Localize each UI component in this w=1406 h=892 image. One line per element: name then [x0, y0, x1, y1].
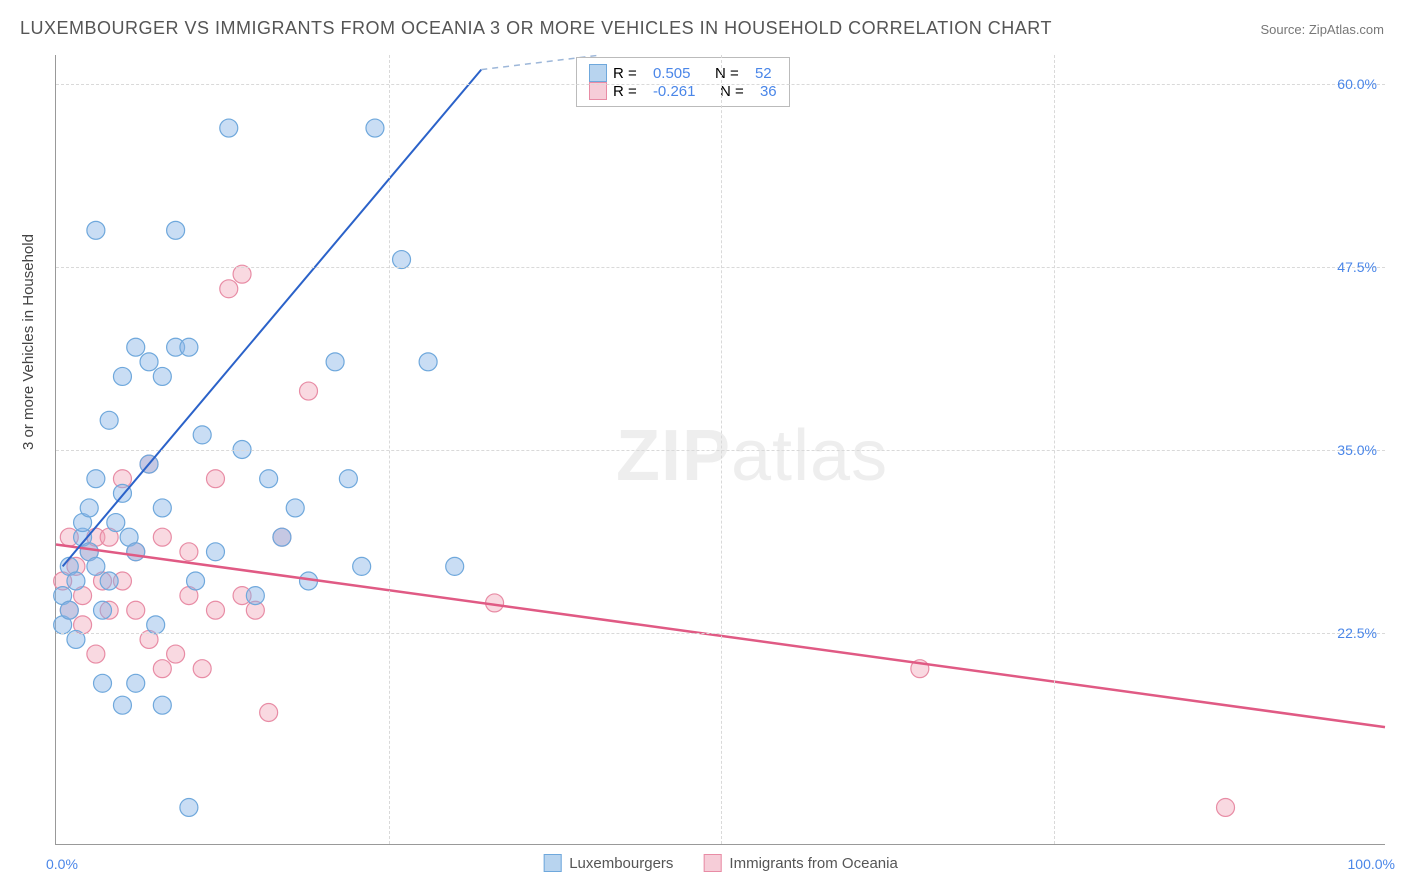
- correlation-legend: R = 0.505 N = 52 R = -0.261 N = 36: [576, 57, 790, 107]
- r-value-1: 0.505: [653, 65, 691, 82]
- swatch-luxembourgers: [589, 64, 607, 82]
- chart-title: LUXEMBOURGER VS IMMIGRANTS FROM OCEANIA …: [20, 18, 1052, 39]
- n-value-1: 52: [755, 65, 772, 82]
- v-gridline: [389, 55, 390, 844]
- source-name: ZipAtlas.com: [1309, 22, 1384, 37]
- chart-plot-area: ZIPatlas R = 0.505 N = 52 R = -0.261 N =…: [55, 55, 1385, 845]
- source-attribution: Source: ZipAtlas.com: [1260, 22, 1384, 37]
- y-tick-label: 60.0%: [1337, 76, 1377, 92]
- bottom-legend-label-1: Luxembourgers: [569, 855, 673, 872]
- x-tick-right: 100.0%: [1348, 856, 1395, 872]
- r-label-1: R =: [613, 65, 637, 82]
- source-prefix: Source:: [1260, 22, 1308, 37]
- bottom-swatch-2: [703, 854, 721, 872]
- v-gridline: [721, 55, 722, 844]
- y-tick-label: 47.5%: [1337, 259, 1377, 275]
- bottom-legend: Luxembourgers Immigrants from Oceania: [543, 854, 898, 872]
- legend-row-1: R = 0.505 N = 52: [589, 64, 777, 82]
- y-tick-label: 22.5%: [1337, 625, 1377, 641]
- v-gridline: [1054, 55, 1055, 844]
- y-axis-title: 3 or more Vehicles in Household: [20, 234, 37, 450]
- bottom-legend-item-2: Immigrants from Oceania: [703, 854, 897, 872]
- n-label-1: N =: [715, 65, 739, 82]
- bottom-legend-label-2: Immigrants from Oceania: [729, 855, 897, 872]
- bottom-swatch-1: [543, 854, 561, 872]
- x-tick-left: 0.0%: [46, 856, 78, 872]
- bottom-legend-item-1: Luxembourgers: [543, 854, 673, 872]
- y-tick-label: 35.0%: [1337, 442, 1377, 458]
